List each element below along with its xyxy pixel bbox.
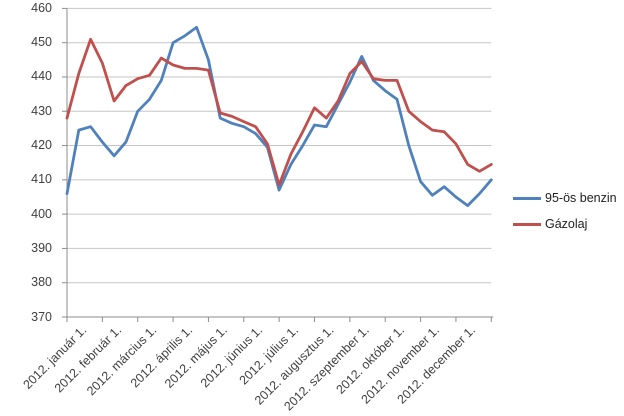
legend-item-gazolaj: Gázolaj (513, 214, 617, 234)
y-axis-label: 410 (31, 172, 52, 187)
series-line-gazolaj (65, 37, 493, 187)
y-axis-label: 450 (31, 35, 52, 50)
y-axis-label: 460 (31, 0, 52, 15)
y-axis-label: 420 (31, 138, 52, 153)
legend-line-benzin-icon (513, 196, 541, 200)
y-axis-label: 400 (31, 206, 52, 221)
y-axis-label: 370 (31, 309, 52, 324)
legend-label-gazolaj: Gázolaj (545, 217, 588, 231)
legend-label-benzin: 95-ös benzin (545, 191, 617, 205)
y-axis-label: 430 (31, 103, 52, 118)
legend: 95-ös benzin Gázolaj (513, 188, 617, 240)
y-axis-label: 440 (31, 69, 52, 84)
y-axis-label: 390 (31, 240, 52, 255)
series-line-benzin (65, 25, 493, 208)
y-axis-label: 380 (31, 275, 52, 290)
legend-item-benzin: 95-ös benzin (513, 188, 617, 208)
legend-line-gazolaj-icon (513, 222, 541, 226)
